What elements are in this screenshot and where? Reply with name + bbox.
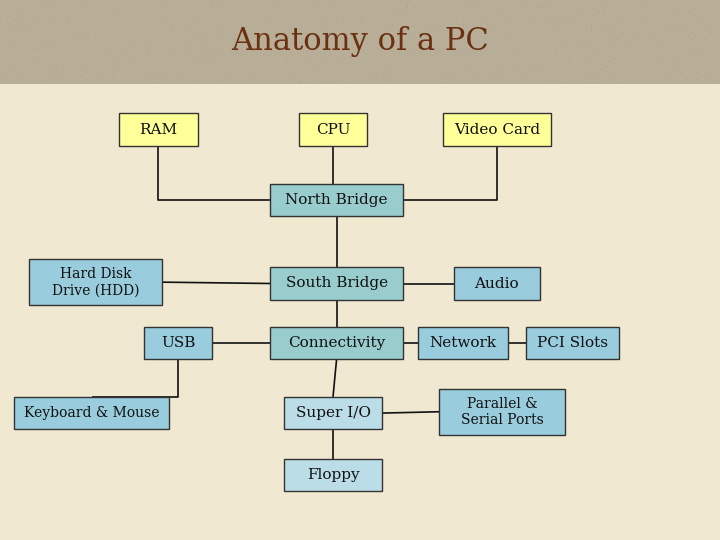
Text: RAM: RAM xyxy=(140,123,177,137)
Text: Parallel &
Serial Ports: Parallel & Serial Ports xyxy=(461,397,544,427)
FancyBboxPatch shape xyxy=(29,259,162,305)
Text: Hard Disk
Drive (HDD): Hard Disk Drive (HDD) xyxy=(52,267,139,297)
Bar xyxy=(0,0,720,84)
Text: Audio: Audio xyxy=(474,276,519,291)
Text: USB: USB xyxy=(161,336,195,350)
FancyBboxPatch shape xyxy=(270,184,403,216)
FancyBboxPatch shape xyxy=(144,327,212,359)
Text: Network: Network xyxy=(429,336,496,350)
FancyBboxPatch shape xyxy=(454,267,540,300)
FancyBboxPatch shape xyxy=(284,459,382,491)
FancyBboxPatch shape xyxy=(439,389,565,435)
FancyBboxPatch shape xyxy=(443,113,551,146)
FancyBboxPatch shape xyxy=(119,113,198,146)
FancyBboxPatch shape xyxy=(14,397,169,429)
Text: Keyboard & Mouse: Keyboard & Mouse xyxy=(24,406,160,420)
Text: Super I/O: Super I/O xyxy=(295,406,371,420)
Text: Anatomy of a PC: Anatomy of a PC xyxy=(231,26,489,57)
FancyBboxPatch shape xyxy=(284,397,382,429)
Text: South Bridge: South Bridge xyxy=(286,276,387,291)
Text: CPU: CPU xyxy=(316,123,350,137)
Text: Connectivity: Connectivity xyxy=(288,336,385,350)
Text: North Bridge: North Bridge xyxy=(285,193,388,207)
FancyBboxPatch shape xyxy=(299,113,367,146)
Text: PCI Slots: PCI Slots xyxy=(537,336,608,350)
Text: Video Card: Video Card xyxy=(454,123,540,137)
FancyBboxPatch shape xyxy=(526,327,619,359)
FancyBboxPatch shape xyxy=(270,267,403,300)
FancyBboxPatch shape xyxy=(418,327,508,359)
FancyBboxPatch shape xyxy=(270,327,403,359)
Text: Floppy: Floppy xyxy=(307,468,359,482)
